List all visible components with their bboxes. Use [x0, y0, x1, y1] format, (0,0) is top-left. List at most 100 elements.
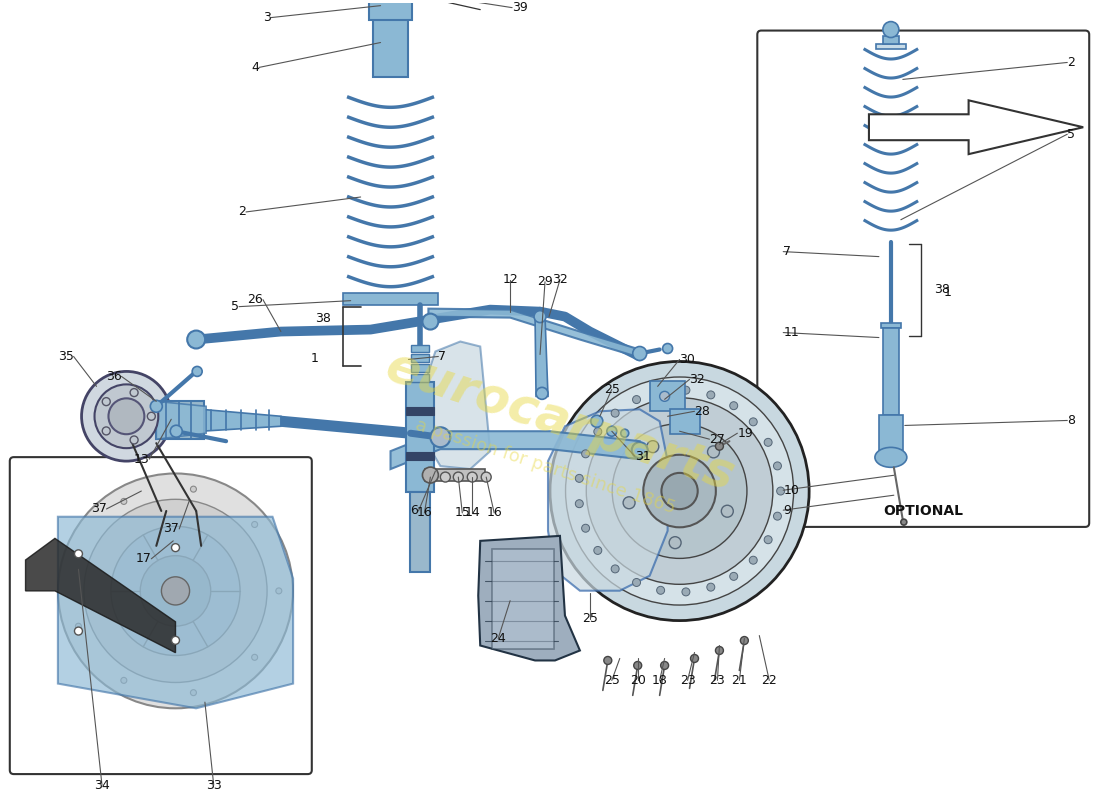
Circle shape	[422, 314, 439, 330]
Text: 32: 32	[552, 274, 568, 286]
Text: 25: 25	[604, 383, 619, 396]
Text: 25: 25	[582, 612, 597, 625]
Polygon shape	[478, 536, 580, 661]
Circle shape	[192, 366, 202, 377]
Text: 31: 31	[635, 450, 650, 462]
Bar	[670, 410, 700, 434]
Text: 13: 13	[133, 453, 150, 466]
Bar	[407, 382, 434, 492]
Text: 18: 18	[651, 674, 668, 687]
Circle shape	[130, 436, 139, 444]
Circle shape	[764, 536, 772, 544]
Circle shape	[729, 572, 738, 580]
Circle shape	[440, 472, 450, 482]
Circle shape	[582, 450, 590, 458]
Circle shape	[187, 330, 205, 349]
Circle shape	[613, 424, 747, 558]
Circle shape	[623, 497, 635, 509]
Circle shape	[252, 654, 257, 660]
Text: 6: 6	[410, 505, 418, 518]
Text: 12: 12	[503, 274, 518, 286]
Text: 38: 38	[315, 312, 331, 325]
Polygon shape	[548, 410, 668, 590]
Text: eurocarparts: eurocarparts	[379, 342, 740, 500]
Circle shape	[141, 556, 211, 626]
Text: 5: 5	[231, 300, 239, 313]
Circle shape	[612, 409, 619, 417]
Circle shape	[276, 588, 282, 594]
Circle shape	[422, 467, 439, 483]
Circle shape	[661, 662, 669, 670]
Text: 34: 34	[95, 778, 110, 791]
Circle shape	[151, 400, 163, 412]
Circle shape	[764, 438, 772, 446]
Circle shape	[102, 398, 110, 406]
Circle shape	[575, 474, 583, 482]
Circle shape	[722, 506, 734, 517]
Bar	[492, 549, 554, 649]
Text: 17: 17	[135, 552, 152, 566]
Text: 30: 30	[680, 353, 695, 366]
Circle shape	[76, 623, 81, 630]
Circle shape	[634, 662, 641, 670]
Circle shape	[604, 657, 612, 665]
Circle shape	[190, 690, 197, 696]
Circle shape	[661, 473, 697, 509]
Text: 11: 11	[783, 326, 799, 339]
Bar	[407, 407, 434, 415]
Circle shape	[657, 586, 664, 594]
Circle shape	[252, 522, 257, 527]
FancyBboxPatch shape	[10, 457, 311, 774]
Text: 16: 16	[417, 506, 432, 519]
Text: 4: 4	[251, 61, 258, 74]
Circle shape	[102, 427, 110, 435]
Text: 8: 8	[1067, 414, 1076, 427]
Text: 37: 37	[164, 522, 179, 535]
Text: 37: 37	[90, 502, 107, 515]
Polygon shape	[201, 410, 280, 431]
Circle shape	[662, 343, 672, 354]
Text: 2: 2	[1067, 56, 1075, 69]
Bar	[879, 415, 903, 450]
Circle shape	[430, 427, 450, 447]
Polygon shape	[390, 431, 640, 469]
Circle shape	[647, 441, 659, 453]
Bar	[410, 492, 430, 572]
Circle shape	[111, 526, 240, 655]
Circle shape	[468, 472, 477, 482]
Circle shape	[550, 362, 810, 621]
Bar	[650, 382, 684, 411]
Text: 29: 29	[537, 275, 553, 288]
Circle shape	[58, 474, 293, 708]
Circle shape	[147, 412, 155, 420]
Text: 28: 28	[694, 405, 711, 418]
Text: 9: 9	[783, 504, 791, 517]
Text: OPTIONAL: OPTIONAL	[883, 504, 964, 518]
Circle shape	[707, 583, 715, 591]
Text: 1: 1	[944, 286, 952, 299]
Circle shape	[453, 472, 463, 482]
Circle shape	[632, 578, 640, 586]
Circle shape	[657, 388, 664, 396]
Circle shape	[644, 454, 716, 527]
Circle shape	[749, 556, 757, 564]
Bar	[368, 0, 412, 19]
Circle shape	[740, 637, 748, 645]
Polygon shape	[869, 100, 1084, 154]
Circle shape	[565, 377, 793, 605]
Bar	[156, 402, 205, 439]
Text: 14: 14	[464, 506, 480, 519]
Circle shape	[172, 544, 179, 552]
Text: 24: 24	[491, 632, 506, 645]
Circle shape	[632, 395, 640, 403]
Text: 16: 16	[486, 506, 502, 519]
Polygon shape	[428, 309, 640, 358]
Circle shape	[586, 398, 773, 584]
Text: 23: 23	[680, 674, 695, 687]
Text: 22: 22	[761, 674, 777, 687]
Circle shape	[81, 371, 172, 461]
Circle shape	[660, 391, 670, 402]
Circle shape	[682, 588, 690, 596]
Text: 1: 1	[311, 352, 319, 365]
FancyBboxPatch shape	[757, 30, 1089, 527]
